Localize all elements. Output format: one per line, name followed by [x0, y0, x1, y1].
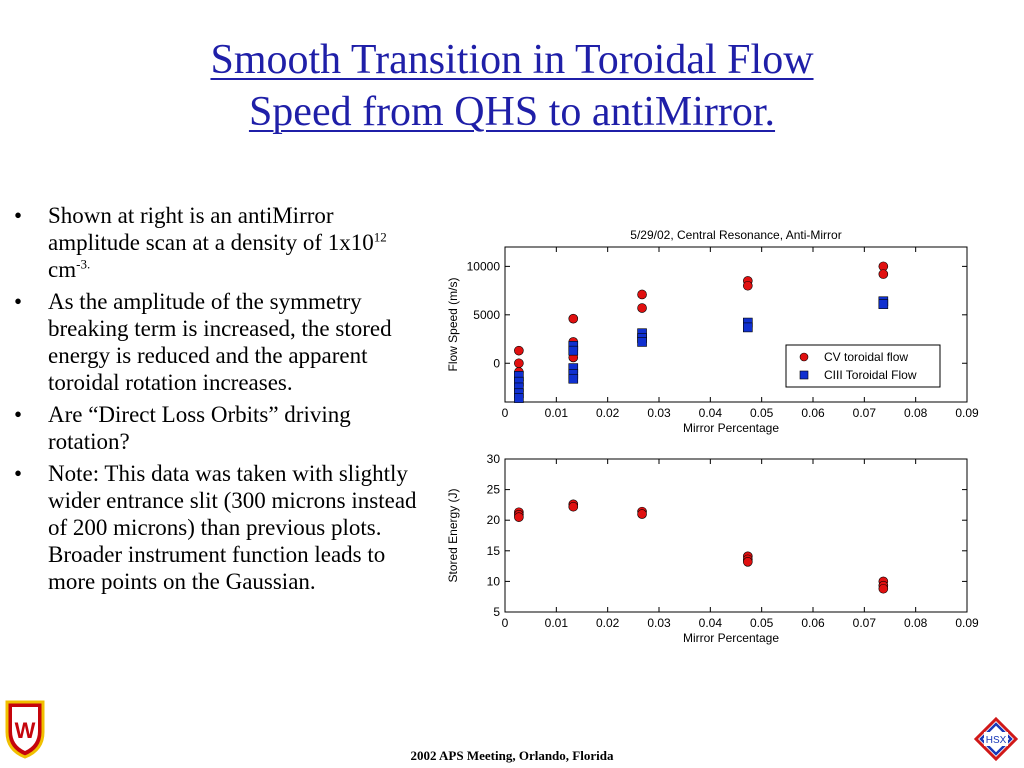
chart-1: 5/29/02, Central Resonance, Anti-Mirror 0…	[446, 228, 979, 435]
x-tick-label: 0.09	[955, 616, 979, 630]
bullet-item: • Note: This data was taken with slightl…	[14, 460, 424, 595]
x-tick-label: 0.03	[647, 616, 671, 630]
y-tick-label: 10	[487, 574, 501, 588]
y-tick-label: 5	[493, 605, 500, 619]
data-point-square	[878, 299, 889, 309]
data-point-square	[568, 373, 579, 384]
bullet-item: • Shown at right is an antiMirror amplit…	[14, 202, 424, 283]
slide-title-line-2: Speed from QHS to antiMirror.	[248, 89, 776, 135]
data-point-circle	[743, 557, 753, 567]
legend-marker	[799, 370, 809, 380]
chart-title: 5/29/02, Central Resonance, Anti-Mirror	[630, 228, 841, 242]
x-tick-label: 0.07	[853, 616, 877, 630]
data-point-square	[743, 322, 753, 333]
bullet-glyph: •	[14, 289, 23, 314]
uw-crest-icon: W	[5, 700, 45, 759]
uw-logo-letter: W	[15, 718, 36, 743]
x-tick-label: 0.02	[596, 616, 620, 630]
data-point-circle	[514, 358, 524, 369]
bullet-glyph: •	[14, 203, 23, 228]
y-tick-label: 10000	[467, 259, 501, 273]
slide-title: Smooth Transition in Toroidal Flow Speed…	[0, 34, 1024, 138]
legend-label: CIII Toroidal Flow	[824, 368, 917, 382]
x-tick-label: 0.01	[545, 616, 569, 630]
y-axis-label: Flow Speed (m/s)	[446, 277, 460, 371]
data-point-square	[637, 337, 647, 347]
bullet-text-unit: cm	[48, 257, 77, 282]
x-tick-label: 0.09	[955, 406, 979, 420]
y-tick-label: 20	[487, 513, 501, 527]
data-point-square	[568, 345, 579, 356]
x-tick-label: 0.06	[801, 406, 825, 420]
y-tick-label: 5000	[473, 308, 500, 322]
bullet-text: Shown at right is an antiMirror amplitud…	[48, 203, 374, 255]
hsx-logo-icon: HSX	[973, 716, 1019, 762]
x-tick-label: 0.05	[750, 406, 774, 420]
hsx-logo-text: HSX	[986, 735, 1007, 746]
data-point-circle	[637, 289, 647, 300]
x-tick-label: 0.07	[853, 406, 877, 420]
series-2	[514, 296, 889, 403]
x-tick-label: 0.05	[750, 616, 774, 630]
y-axis-label: Stored Energy (J)	[446, 488, 460, 582]
data-point-circle	[568, 313, 579, 324]
bullet-item: • Are “Direct Loss Orbits” driving rotat…	[14, 401, 424, 455]
slide-title-line-1: Smooth Transition in Toroidal Flow	[210, 37, 814, 83]
x-tick-label: 0.04	[699, 406, 723, 420]
bullet-list: • Shown at right is an antiMirror amplit…	[14, 202, 424, 600]
footer-text: 2002 APS Meeting, Orlando, Florida	[410, 748, 614, 763]
data-point-square	[514, 393, 524, 403]
uw-crest-logo: W	[4, 698, 46, 765]
data-point-circle	[743, 280, 753, 291]
x-tick-label: 0.08	[904, 616, 928, 630]
bullet-text: As the amplitude of the symmetry breakin…	[48, 289, 392, 395]
x-axis-label: Mirror Percentage	[683, 631, 779, 645]
legend-label: CV toroidal flow	[824, 350, 908, 364]
data-point-circle	[514, 512, 524, 522]
superscript: 12	[373, 229, 387, 245]
x-tick-label: 0.04	[699, 616, 723, 630]
data-point-circle	[568, 501, 579, 512]
y-tick-label: 0	[493, 356, 500, 370]
x-tick-label: 0.03	[647, 406, 671, 420]
legend-box	[785, 344, 941, 388]
plot-area	[504, 458, 968, 613]
y-tick-label: 25	[487, 483, 501, 497]
data-point-circle	[514, 345, 524, 356]
x-tick-label: 0	[502, 406, 509, 420]
hsx-logo: HSX	[973, 716, 1019, 767]
bullet-item: • As the amplitude of the symmetry break…	[14, 288, 424, 396]
charts-figure: 5/29/02, Central Resonance, Anti-Mirror 0…	[446, 228, 979, 645]
series-1	[514, 499, 889, 594]
data-point-circle	[637, 509, 647, 519]
bullet-text: Are “Direct Loss Orbits” driving rotatio…	[48, 402, 351, 454]
y-tick-label: 30	[487, 452, 501, 466]
x-tick-label: 0	[502, 616, 509, 630]
bullet-glyph: •	[14, 461, 23, 486]
x-tick-label: 0.02	[596, 406, 620, 420]
x-tick-label: 0.08	[904, 406, 928, 420]
y-tick-label: 15	[487, 544, 501, 558]
data-point-circle	[637, 303, 647, 313]
chart-2: 0 0.01 0.02 0.03 0.04 0.05 0.06 0.07 0.08 0.09 5 10…	[446, 452, 979, 645]
data-point-circle	[878, 269, 889, 279]
bullet-glyph: •	[14, 402, 23, 427]
legend: CV toroidal flow CIII Toroidal Flow	[785, 344, 941, 388]
x-tick-label: 0.01	[545, 406, 569, 420]
superscript: -3.	[76, 256, 91, 272]
data-point-circle	[878, 583, 889, 594]
x-tick-label: 0.06	[801, 616, 825, 630]
x-axis-label: Mirror Percentage	[683, 421, 779, 435]
bullet-text: Note: This data was taken with slightly …	[48, 461, 417, 594]
legend-marker	[799, 352, 809, 362]
